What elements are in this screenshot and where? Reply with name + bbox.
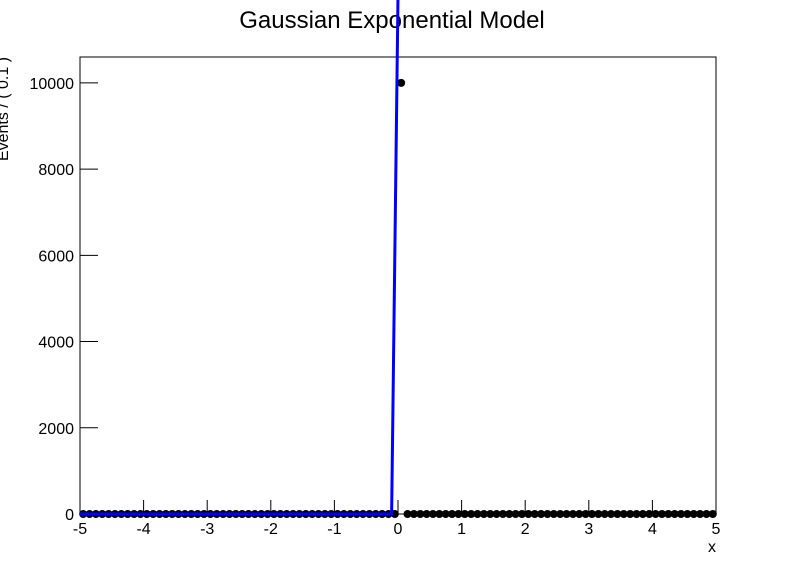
data-point <box>479 510 488 518</box>
data-point <box>448 510 457 518</box>
data-point <box>486 510 495 518</box>
data-point <box>441 510 450 518</box>
data-point <box>454 510 463 518</box>
x-tick-label: -2 <box>264 521 278 538</box>
data-point <box>594 510 603 518</box>
data-point <box>651 510 660 518</box>
data-point <box>428 510 437 518</box>
x-tick-label: -1 <box>327 521 341 538</box>
data-point <box>600 510 609 518</box>
data-point <box>511 510 520 518</box>
data-point <box>670 510 679 518</box>
data-point <box>435 510 444 518</box>
chart-title: Gaussian Exponential Model <box>239 7 545 34</box>
data-point <box>460 510 469 518</box>
data-point <box>626 510 635 518</box>
x-tick-label: 3 <box>584 521 593 538</box>
data-point <box>422 510 431 518</box>
model-curve <box>80 0 400 516</box>
data-point <box>467 510 476 518</box>
data-point <box>518 510 527 518</box>
data-point <box>568 510 577 518</box>
data-point <box>613 510 622 518</box>
data-point <box>492 510 501 518</box>
data-point <box>708 510 717 518</box>
y-tick-label: 10000 <box>30 76 75 93</box>
data-point <box>549 510 558 518</box>
data-point <box>505 510 514 518</box>
data-point <box>607 510 616 518</box>
y-axis-label: Events / ( 0.1 ) <box>0 57 12 161</box>
data-point <box>397 78 406 87</box>
x-tick-label: 1 <box>457 521 466 538</box>
data-point <box>632 510 641 518</box>
data-point <box>657 510 666 518</box>
data-point <box>556 510 565 518</box>
data-point <box>638 510 647 518</box>
x-tick-label: 4 <box>648 521 657 538</box>
data-point <box>409 510 418 518</box>
data-point <box>619 510 628 518</box>
y-tick-label: 8000 <box>38 162 74 179</box>
data-point <box>696 510 705 518</box>
data-point <box>543 510 552 518</box>
data-point <box>416 510 425 518</box>
x-tick-label: -4 <box>136 521 150 538</box>
data-point <box>403 510 412 518</box>
data-point <box>524 510 533 518</box>
data-point <box>677 510 686 518</box>
data-point <box>537 510 546 518</box>
y-tick-label: 2000 <box>38 421 74 438</box>
y-tick-label: 6000 <box>38 248 74 265</box>
data-point <box>581 510 590 518</box>
data-point <box>575 510 584 518</box>
x-tick-label: 2 <box>521 521 530 538</box>
data-point <box>562 510 571 518</box>
data-point <box>689 510 698 518</box>
data-point <box>645 510 654 518</box>
x-tick-label: -3 <box>200 521 214 538</box>
data-point <box>473 510 482 518</box>
data-point <box>683 510 692 518</box>
x-tick-label: 0 <box>394 521 403 538</box>
y-tick-label: 4000 <box>38 335 74 352</box>
x-axis-label: x <box>708 539 716 556</box>
y-tick-label: 0 <box>65 507 74 524</box>
data-point <box>587 510 596 518</box>
x-tick-label: -5 <box>73 521 87 538</box>
data-point <box>664 510 673 518</box>
data-point <box>498 510 507 518</box>
x-tick-label: 5 <box>712 521 721 538</box>
data-point <box>530 510 539 518</box>
data-point <box>702 510 711 518</box>
